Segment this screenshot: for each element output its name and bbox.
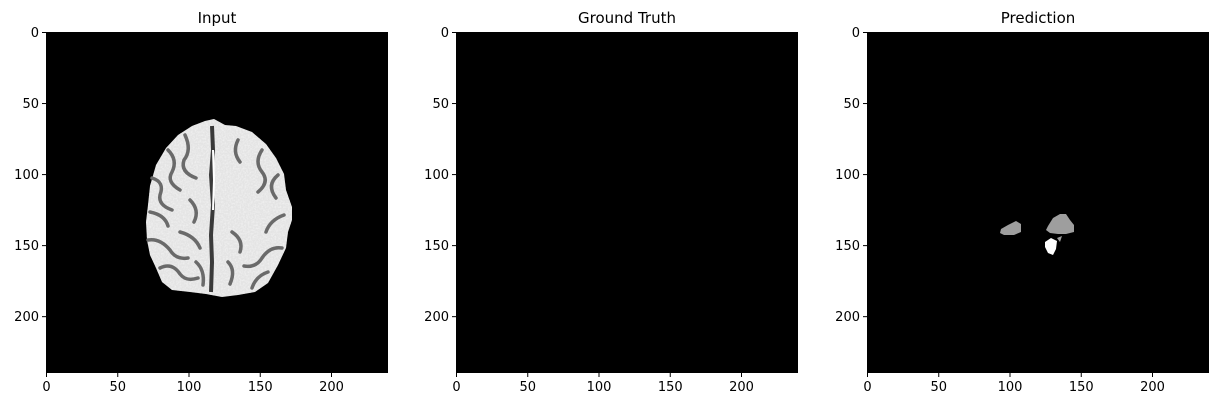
y-tick-label: 200: [424, 310, 449, 325]
y-tick-label: 0: [852, 26, 860, 41]
x-axis-prediction: 0 50 100 150 200: [863, 373, 1165, 395]
x-tick-label: 100: [998, 380, 1023, 395]
mask-region-left: [1000, 221, 1021, 235]
x-tick-label: 150: [658, 380, 683, 395]
y-axis-ground-truth: 0 50 100 150 200: [424, 26, 456, 325]
y-tick-label: 200: [835, 310, 860, 325]
brain-slice: [146, 119, 292, 297]
y-tick-label: 100: [835, 168, 860, 183]
x-tick-label: 150: [1069, 380, 1094, 395]
x-tick-label: 50: [930, 380, 947, 395]
panel-title-prediction: Prediction: [1001, 9, 1076, 27]
prediction-mask: [1000, 214, 1074, 255]
image-area-prediction: [867, 32, 1209, 373]
x-tick-label: 200: [729, 380, 754, 395]
x-tick-label: 0: [42, 380, 50, 395]
panel-title-input: Input: [198, 9, 237, 27]
x-tick-label: 0: [863, 380, 871, 395]
y-tick-label: 0: [441, 26, 449, 41]
mask-region-white: [1045, 238, 1057, 255]
x-tick-label: 0: [452, 380, 460, 395]
y-tick-label: 150: [424, 239, 449, 254]
y-tick-label: 50: [432, 97, 449, 112]
panel-prediction: Prediction 0 50 100 150 200 0 50 100 150 200: [835, 9, 1209, 395]
image-area-ground-truth: [456, 32, 798, 373]
mask-region-right: [1046, 214, 1074, 234]
x-axis-input: 0 50 100 150 200: [42, 373, 344, 395]
x-tick-label: 50: [109, 380, 126, 395]
y-tick-label: 50: [843, 97, 860, 112]
x-tick-label: 150: [248, 380, 273, 395]
y-tick-label: 200: [14, 310, 39, 325]
x-tick-label: 200: [319, 380, 344, 395]
y-tick-label: 100: [14, 168, 39, 183]
panel-title-ground-truth: Ground Truth: [578, 9, 676, 27]
y-tick-label: 150: [835, 239, 860, 254]
x-tick-label: 100: [587, 380, 612, 395]
x-tick-label: 50: [519, 380, 536, 395]
x-tick-label: 200: [1140, 380, 1165, 395]
y-tick-label: 100: [424, 168, 449, 183]
panel-input: Input: [14, 9, 388, 395]
y-tick-label: 50: [22, 97, 39, 112]
panel-ground-truth: Ground Truth 0 50 100 150 200 0 50 100 150 200: [424, 9, 798, 395]
y-axis-prediction: 0 50 100 150 200: [835, 26, 867, 325]
y-tick-label: 0: [31, 26, 39, 41]
x-tick-label: 100: [177, 380, 202, 395]
x-axis-ground-truth: 0 50 100 150 200: [452, 373, 754, 395]
y-axis-input: 0 50 100 150 200: [14, 26, 46, 325]
y-tick-label: 150: [14, 239, 39, 254]
